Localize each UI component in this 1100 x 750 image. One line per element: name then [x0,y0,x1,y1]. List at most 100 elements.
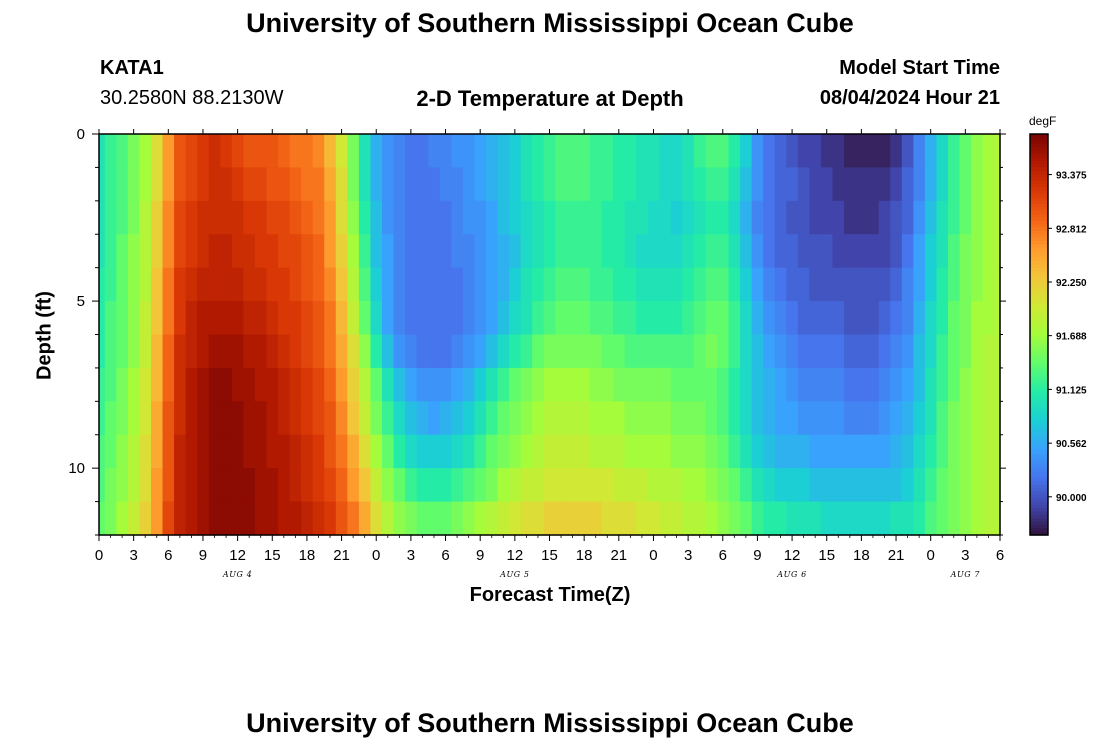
heatmap-cell [127,167,141,202]
heatmap-cell [312,334,325,369]
heatmap-cell [382,167,395,202]
heatmap-cell [636,334,649,369]
heatmap-cell [589,200,603,235]
heatmap-cell [589,334,603,369]
colorbar-swatch [1030,200,1048,205]
heatmap-cell [693,234,707,269]
colorbar-swatch [1030,384,1048,389]
heatmap-cell [636,301,649,336]
heatmap-cell [901,267,914,302]
heatmap-cell [809,334,822,369]
heatmap-cell [682,134,695,169]
heatmap-cell [509,501,522,536]
heatmap-cell [994,167,1001,202]
heatmap-cell [451,167,464,202]
heatmap-cell [231,301,244,336]
heatmap-cell [335,267,348,302]
heatmap-cell [797,234,810,269]
heatmap-cell [185,367,198,402]
heatmap-cell [624,434,637,469]
heatmap-cell [867,134,880,169]
colorbar-swatch [1030,234,1048,239]
heatmap-cell [289,134,302,169]
heatmap-cell [289,367,302,402]
x-tick-label: 21 [610,547,627,564]
heatmap-cell [555,267,568,302]
colorbar-swatch [1030,471,1048,476]
heatmap-cell [185,267,198,302]
heatmap-cell [994,334,1001,369]
heatmap-cell [971,301,984,336]
heatmap-cell [497,434,510,469]
heatmap-cell [208,334,221,369]
heatmap-cell [462,401,476,436]
colorbar-swatch [1030,177,1048,182]
heatmap-cell [99,134,106,169]
heatmap-cell [936,334,949,369]
heatmap-cell [820,401,834,436]
heatmap-cell [150,267,164,302]
heatmap-cell [705,301,718,336]
heatmap-cell [104,367,117,402]
heatmap-cell [370,167,383,202]
heatmap-cell [820,301,834,336]
heatmap-cell [867,167,880,202]
heatmap-cell [890,200,903,235]
heatmap-cell [127,434,141,469]
heatmap-cell [763,334,776,369]
colorbar-swatch [1030,304,1048,309]
heatmap-cell [197,434,210,469]
heatmap-cell [243,167,256,202]
heatmap-cell [682,334,695,369]
heatmap-cell [451,401,464,436]
heatmap-cell [924,468,938,503]
heatmap-cell [497,468,510,503]
heatmap-cell [335,468,348,503]
heatmap-cell [116,501,129,536]
heatmap-cell [104,401,117,436]
heatmap-cell [855,167,868,202]
heatmap-cell [139,401,152,436]
heatmap-cell [485,134,499,169]
heatmap-cell [936,167,949,202]
heatmap-cell [358,334,372,369]
heatmap-cell [301,167,314,202]
heatmap-cell [127,134,141,169]
heatmap-cell [266,468,279,503]
heatmap-cell [901,234,914,269]
heatmap-cell [682,401,695,436]
heatmap-cell [716,200,730,235]
heatmap-cell [162,134,175,169]
colorbar-swatch [1030,458,1048,463]
heatmap-cell [924,301,938,336]
heatmap-cell [208,434,221,469]
heatmap-cell [890,468,903,503]
heatmap-cell [936,234,949,269]
heatmap-cell [716,468,730,503]
heatmap-cell [312,267,325,302]
heatmap-cell [497,301,510,336]
heatmap-cell [439,267,452,302]
heatmap-cell [809,301,822,336]
heatmap-cell [740,301,753,336]
heatmap-cell [913,134,926,169]
heatmap-cell [289,501,302,536]
heatmap-cell [636,367,649,402]
colorbar-swatch [1030,468,1048,473]
heatmap-cell [428,434,441,469]
colorbar-swatch [1030,478,1048,483]
heatmap-cell [439,334,452,369]
heatmap-cell [428,301,441,336]
colorbar-swatch [1030,297,1048,302]
heatmap-cell [347,367,360,402]
heatmap-cell [485,267,499,302]
heatmap-cell [890,267,903,302]
heatmap-cell [543,234,556,269]
heatmap-cell [913,334,926,369]
heatmap-cell [266,334,279,369]
heatmap-cell [185,200,198,235]
heatmap-cell [994,367,1001,402]
heatmap-cell [231,334,244,369]
heatmap-cell [150,134,164,169]
heatmap-cell [347,234,360,269]
